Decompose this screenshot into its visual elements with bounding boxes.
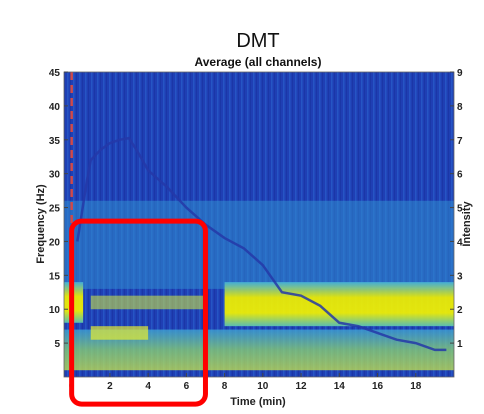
y-tick-label: 10 bbox=[49, 305, 61, 316]
plot-area bbox=[63, 71, 455, 378]
y-tick-label: 40 bbox=[49, 102, 61, 113]
y2-tick-label: 8 bbox=[457, 102, 463, 113]
spectrogram-bands bbox=[64, 200, 454, 371]
plot-frame bbox=[63, 71, 455, 378]
x-tick-label: 14 bbox=[334, 381, 346, 392]
x-tick-label: 16 bbox=[372, 381, 384, 392]
x-tick-label: 6 bbox=[184, 381, 190, 392]
y2-tick-label: 3 bbox=[457, 271, 463, 282]
x-tick-label: 18 bbox=[410, 381, 422, 392]
y-tick-label: 20 bbox=[49, 237, 61, 248]
x-tick-label: 12 bbox=[295, 381, 307, 392]
y-axis-ticks: 5 10 15 20 25 30 35 40 45 bbox=[49, 68, 68, 350]
x-tick-label: 10 bbox=[257, 381, 269, 392]
early-theta-streak bbox=[90, 326, 149, 340]
y-axis-label: Frequency (Hz) bbox=[35, 184, 47, 264]
early-alpha-streak bbox=[90, 295, 206, 310]
y-tick-label: 5 bbox=[54, 339, 60, 350]
highlight-box bbox=[69, 218, 208, 407]
chart-subtitle: Average (all channels) bbox=[195, 55, 322, 69]
y2-tick-label: 6 bbox=[457, 170, 463, 181]
y2-axis-ticks: 1 2 3 4 5 6 7 8 9 bbox=[450, 68, 463, 350]
y-tick-label: 35 bbox=[49, 136, 61, 147]
y2-axis-label: Intensity bbox=[461, 201, 473, 247]
y2-tick-label: 7 bbox=[457, 136, 463, 147]
y-tick-label: 25 bbox=[49, 204, 61, 215]
y2-tick-label: 1 bbox=[457, 339, 463, 350]
x-tick-label: 8 bbox=[222, 381, 228, 392]
y-tick-label: 45 bbox=[49, 68, 61, 79]
y2-tick-label: 5 bbox=[457, 204, 463, 215]
mid-frequency-wash bbox=[64, 200, 454, 289]
y2-tick-label: 4 bbox=[457, 237, 463, 248]
y-tick-label: 15 bbox=[49, 271, 61, 282]
intensity-line bbox=[76, 136, 447, 352]
spectrogram-band bbox=[224, 282, 454, 327]
x-tick-label: 4 bbox=[145, 381, 151, 392]
x-axis-label: Time (min) bbox=[230, 396, 286, 408]
y-tick-label: 30 bbox=[49, 170, 61, 181]
x-tick-label: 2 bbox=[107, 381, 113, 392]
chart-title: DMT bbox=[236, 30, 279, 52]
y2-tick-label: 9 bbox=[457, 68, 463, 79]
y2-tick-label: 2 bbox=[457, 305, 463, 316]
